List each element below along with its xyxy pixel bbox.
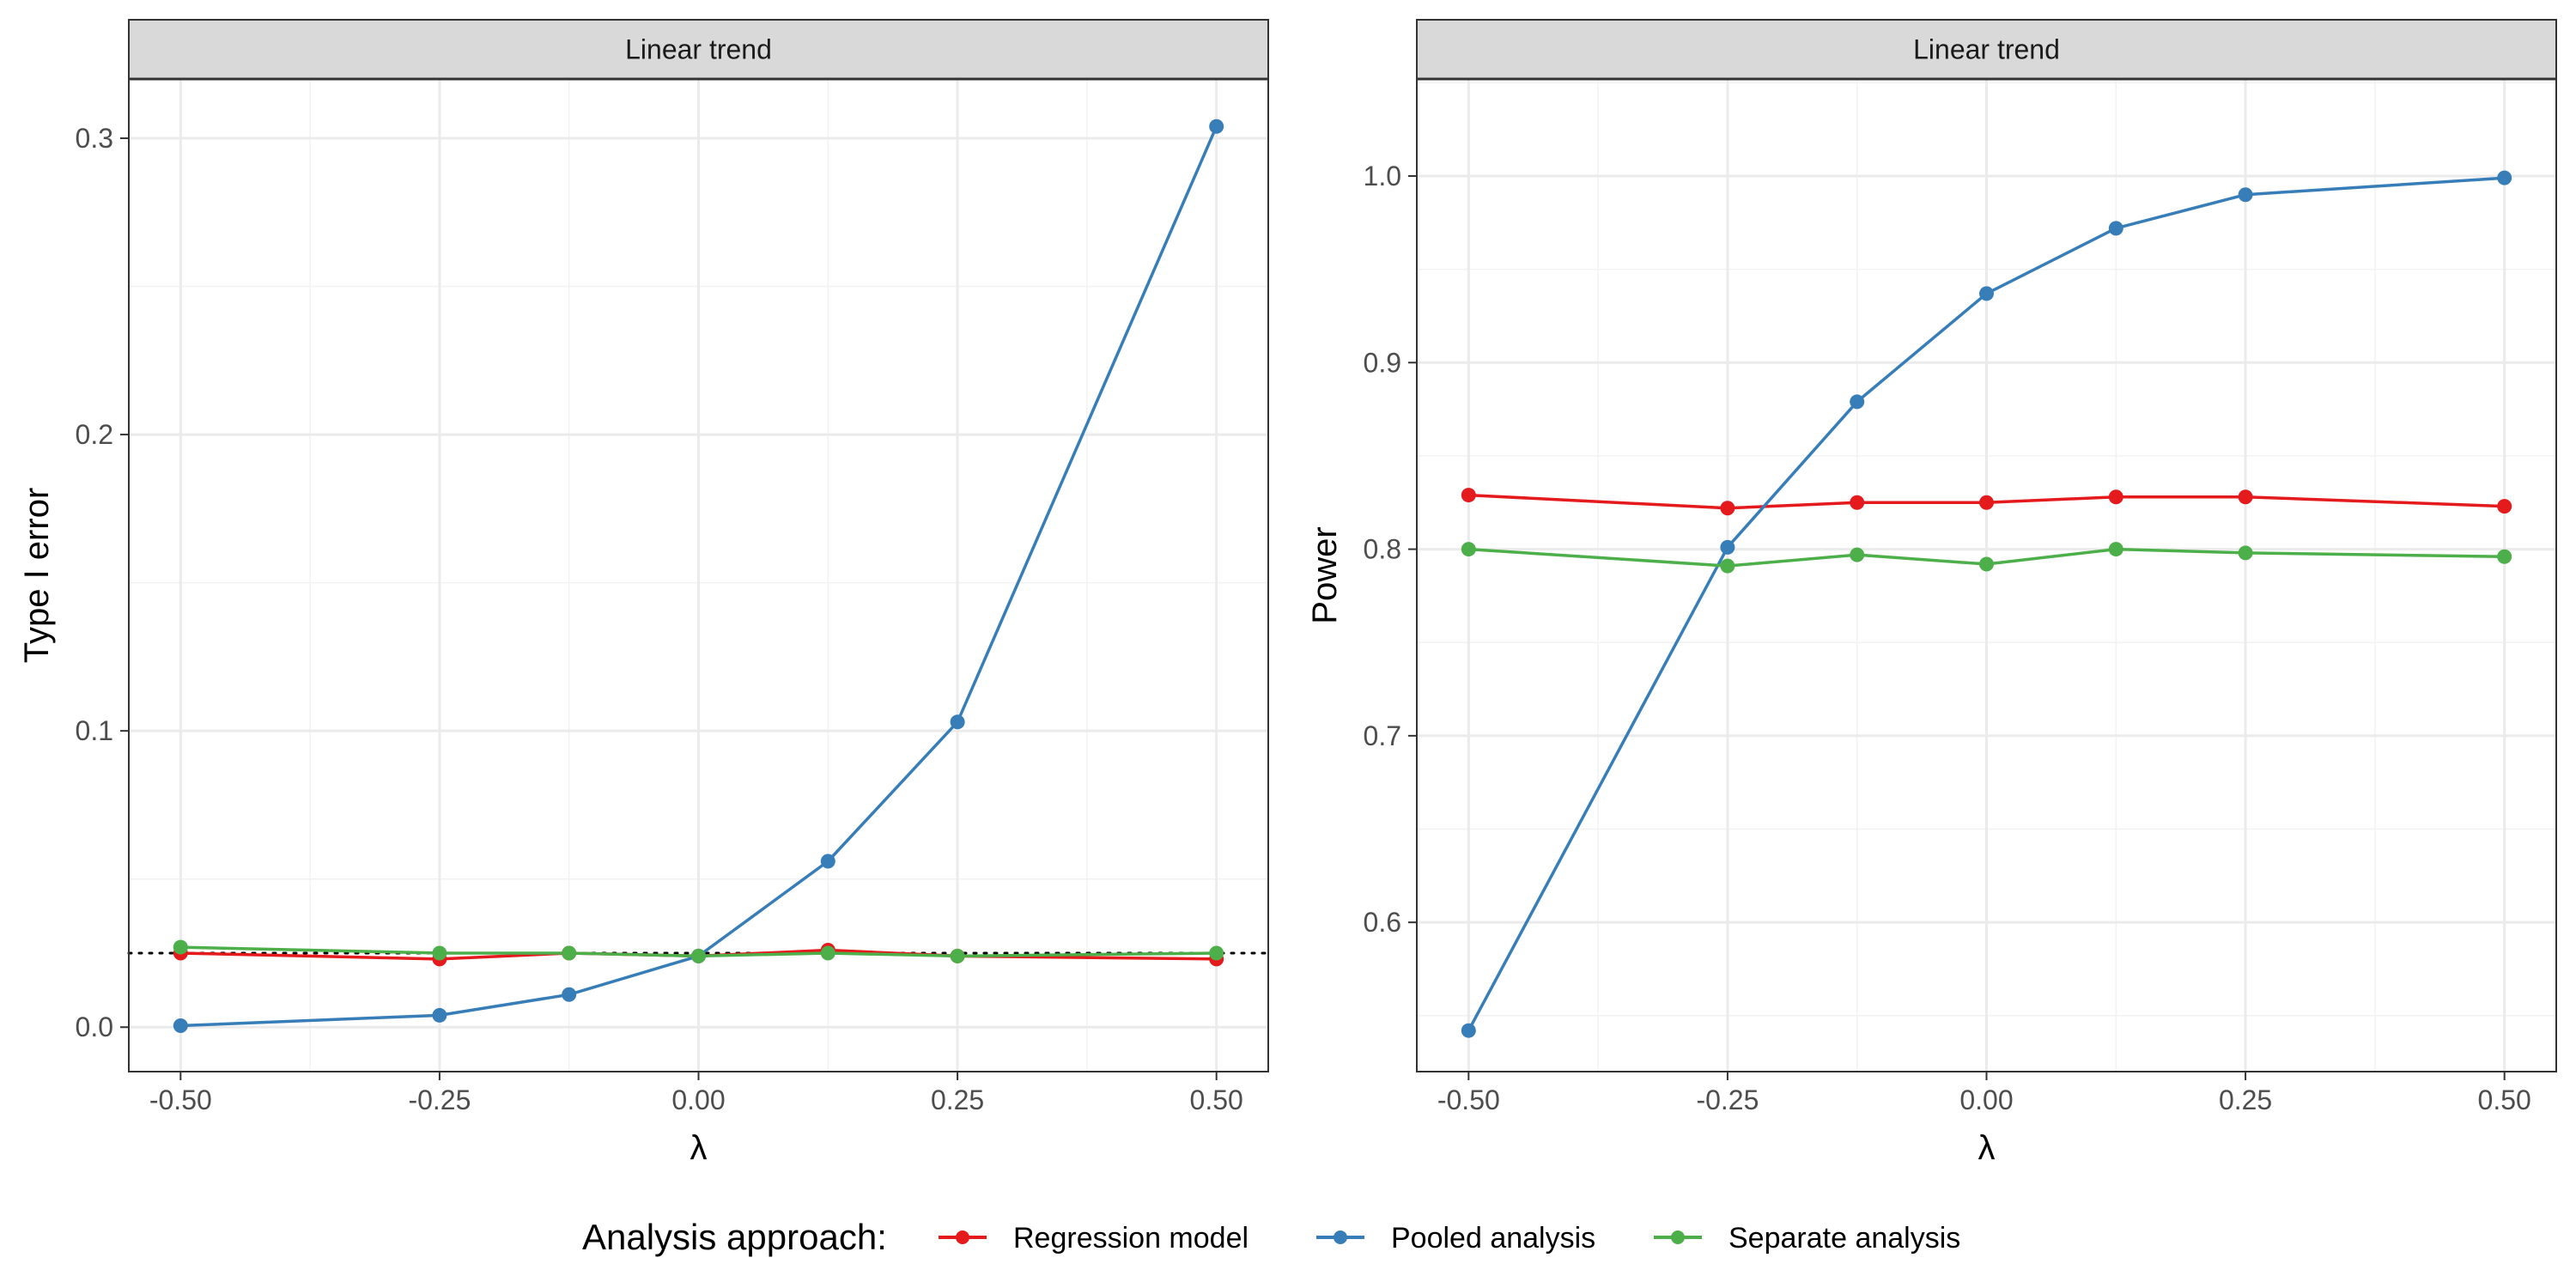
data-point-regression-model (1979, 495, 1994, 510)
x-tick-label: 0.50 (2478, 1084, 2531, 1115)
y-axis-title: Power (1306, 526, 1344, 623)
data-point-regression-model (1720, 501, 1735, 516)
data-point-regression-model (1850, 495, 1865, 510)
legend-item-regression-model: Regression model (939, 1222, 1249, 1255)
data-point-separate-analysis (950, 948, 965, 963)
panel-2: Linear trend -0.50 -0.25 0.00 0.25 0.50 0.6 0.7… (1306, 19, 2557, 1167)
x-tick-label: 0.25 (931, 1084, 984, 1115)
x-tick-label: 0.00 (1959, 1084, 2013, 1115)
panel-1: Linear trend -0.50 -0.25 0.00 0.25 0.50 0.0 0.1… (18, 19, 1270, 1167)
data-point-separate-analysis (1461, 542, 1476, 557)
data-point-regression-model (2238, 489, 2253, 505)
y-tick-label: 0.3 (76, 123, 113, 154)
data-point-pooled-analysis (432, 1007, 447, 1023)
data-point-pooled-analysis (1209, 118, 1224, 134)
facet-strip-title: Linear trend (1913, 34, 2060, 65)
x-tick-label: -0.25 (408, 1084, 471, 1115)
data-point-separate-analysis (1209, 945, 1224, 961)
data-point-regression-model (1461, 488, 1476, 503)
x-axis-title: λ (690, 1129, 708, 1167)
data-point-separate-analysis (691, 948, 706, 963)
data-point-separate-analysis (820, 945, 835, 961)
legend-label-pooled-analysis: Pooled analysis (1391, 1222, 1595, 1255)
data-point-separate-analysis (1720, 558, 1735, 574)
data-point-pooled-analysis (2238, 187, 2253, 203)
x-tick-label: -0.50 (1437, 1084, 1500, 1115)
y-tick-label: 0.2 (76, 419, 113, 450)
x-tick-label: 0.25 (2219, 1084, 2272, 1115)
data-point-pooled-analysis (1850, 394, 1865, 410)
legend-key-point (1671, 1230, 1685, 1244)
data-point-regression-model (2108, 489, 2123, 505)
y-tick-label: 0.1 (76, 715, 113, 746)
data-point-separate-analysis (173, 939, 188, 955)
data-point-pooled-analysis (1720, 539, 1735, 555)
data-point-separate-analysis (1850, 547, 1865, 562)
legend-label-separate-analysis: Separate analysis (1728, 1222, 1960, 1255)
data-point-separate-analysis (2108, 542, 2123, 557)
data-point-pooled-analysis (1979, 286, 1994, 301)
data-point-pooled-analysis (950, 714, 965, 730)
data-point-separate-analysis (562, 945, 577, 961)
facet-strip (128, 19, 1269, 80)
x-tick-label: -0.25 (1696, 1084, 1759, 1115)
y-tick-label: 0.0 (76, 1012, 113, 1042)
y-tick-label: 1.0 (1364, 161, 1401, 191)
data-point-pooled-analysis (2108, 221, 2123, 236)
legend: Analysis approach: Regression model Pool… (582, 1217, 1960, 1257)
x-tick-label: -0.50 (149, 1084, 212, 1115)
data-point-pooled-analysis (820, 854, 835, 869)
legend-label-regression-model: Regression model (1013, 1222, 1249, 1255)
data-point-separate-analysis (2238, 545, 2253, 561)
x-axis-title: λ (1978, 1129, 1996, 1167)
data-point-regression-model (2497, 499, 2512, 514)
legend-item-pooled-analysis: Pooled analysis (1316, 1222, 1595, 1255)
data-point-pooled-analysis (1461, 1023, 1476, 1038)
y-tick-label: 0.7 (1364, 720, 1401, 751)
y-axis-title: Type I error (18, 488, 56, 664)
y-tick-label: 0.6 (1364, 907, 1401, 938)
facet-strip (1416, 19, 2557, 80)
y-tick-label: 0.9 (1364, 347, 1401, 378)
x-tick-label: 0.00 (671, 1084, 725, 1115)
legend-item-separate-analysis: Separate analysis (1654, 1222, 1960, 1255)
legend-key-point (956, 1230, 969, 1244)
data-point-pooled-analysis (173, 1018, 188, 1034)
legend-title: Analysis approach: (582, 1217, 887, 1257)
facet-strip-title: Linear trend (625, 34, 772, 65)
data-point-pooled-analysis (2497, 170, 2512, 185)
y-tick-label: 0.8 (1364, 534, 1401, 565)
data-point-separate-analysis (2497, 549, 2512, 564)
x-tick-label: 0.50 (1190, 1084, 1243, 1115)
data-point-pooled-analysis (562, 987, 577, 1002)
legend-key-point (1334, 1230, 1347, 1244)
data-point-separate-analysis (1979, 556, 1994, 572)
data-point-separate-analysis (432, 945, 447, 961)
